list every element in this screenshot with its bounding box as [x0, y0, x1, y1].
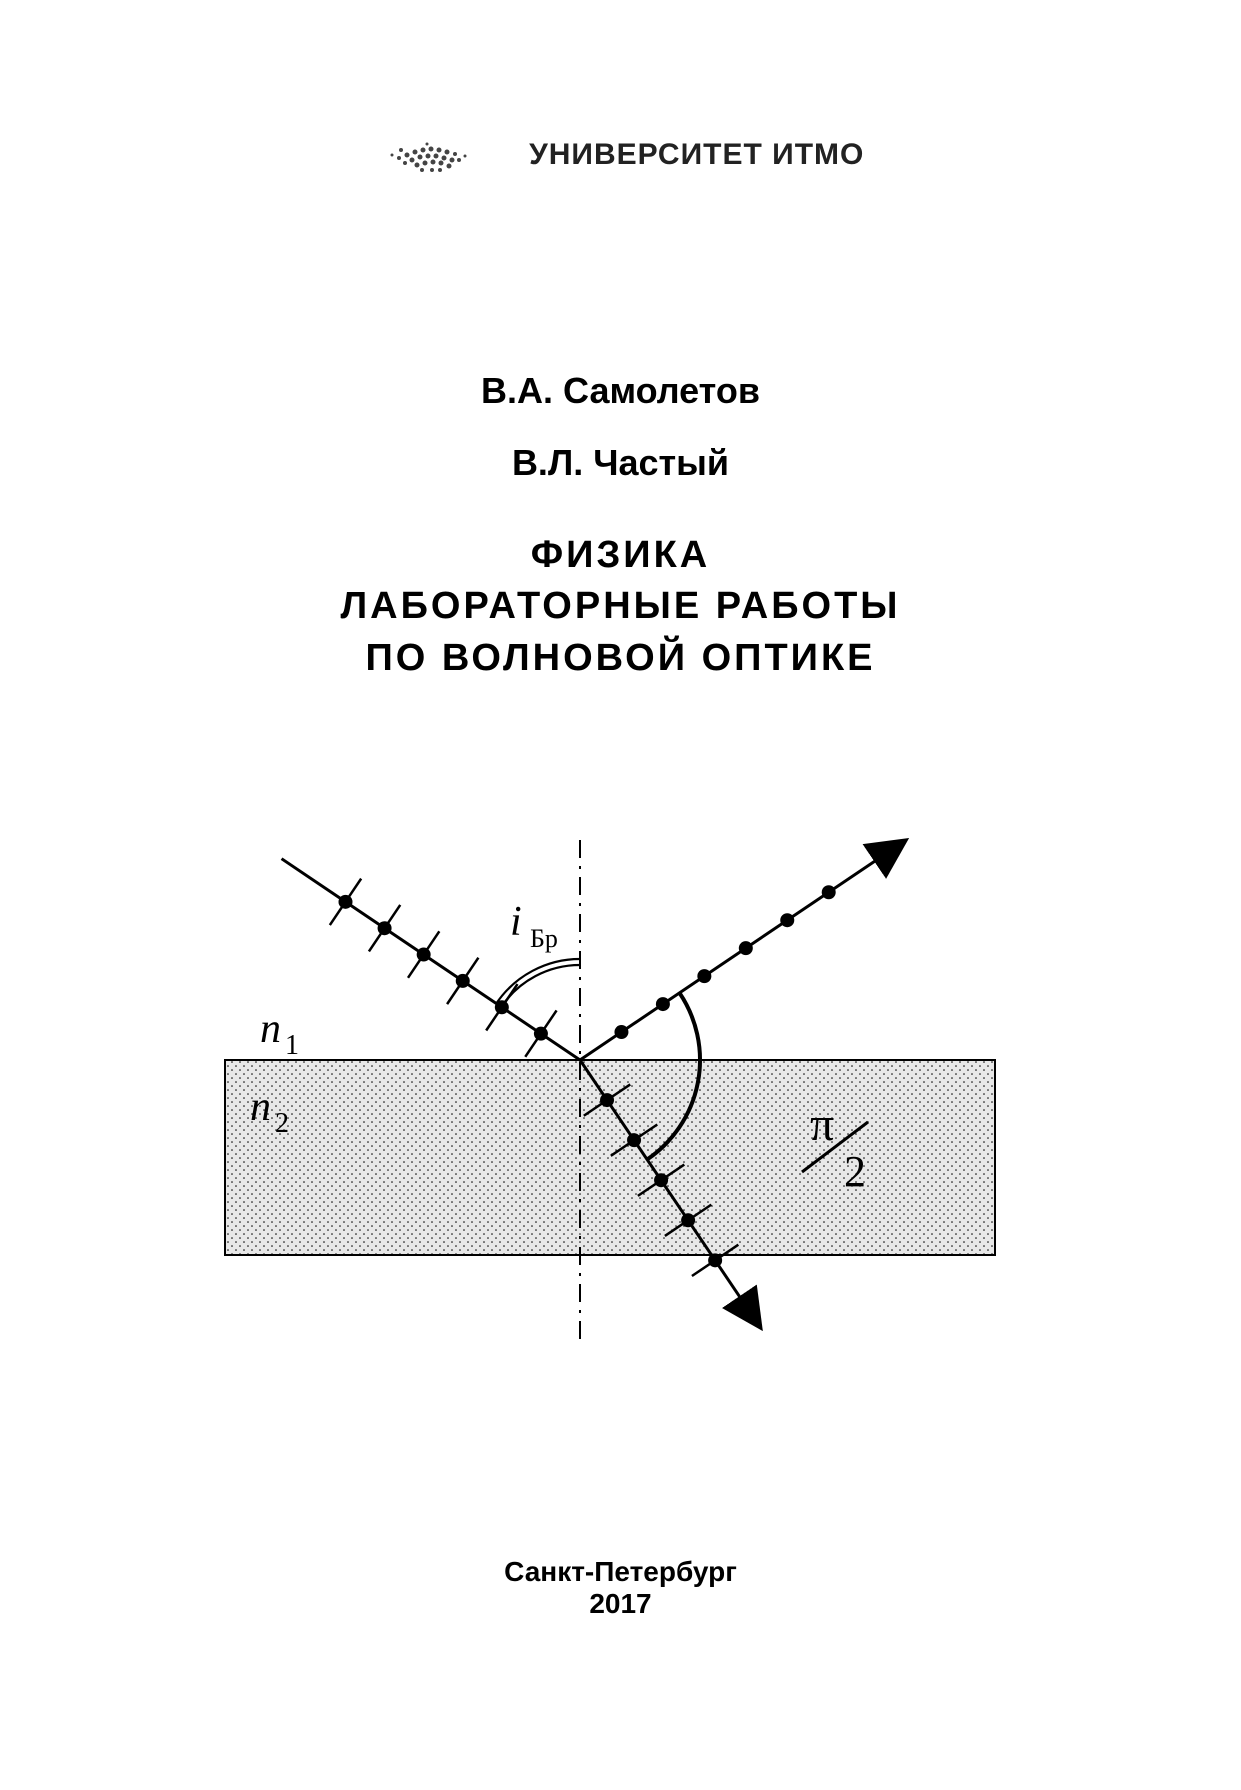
svg-text:n: n — [250, 1084, 271, 1130]
title-line-3: ПО ВОЛНОВОЙ ОПТИКЕ — [0, 633, 1241, 684]
page: УНИВЕРСИТЕТ ИТМО В.А. Самолетов В.Л. Час… — [0, 0, 1241, 1790]
title-block: ФИЗИКА ЛАБОРАТОРНЫЕ РАБОТЫ ПО ВОЛНОВОЙ О… — [0, 530, 1241, 684]
footer-year: 2017 — [0, 1588, 1241, 1620]
svg-text:π: π — [810, 1098, 834, 1151]
svg-text:2: 2 — [844, 1147, 866, 1196]
footer-city: Санкт-Петербург — [0, 1556, 1241, 1588]
brewster-diagram: iБрn1n2π2 — [210, 800, 1030, 1360]
svg-text:i: i — [510, 899, 522, 945]
author-2: В.Л. Частый — [0, 442, 1241, 484]
svg-text:1: 1 — [285, 1030, 299, 1061]
institution-header: УНИВЕРСИТЕТ ИТМО — [0, 130, 1241, 180]
svg-text:Бр: Бр — [530, 924, 558, 953]
svg-text:n: n — [260, 1006, 281, 1052]
svg-text:2: 2 — [275, 1108, 289, 1139]
institution-name: УНИВЕРСИТЕТ ИТМО — [529, 138, 864, 172]
title-line-2: ЛАБОРАТОРНЫЕ РАБОТЫ — [0, 581, 1241, 632]
footer-block: Санкт-Петербург 2017 — [0, 1556, 1241, 1620]
itmo-dots-logo — [377, 130, 507, 180]
title-line-1: ФИЗИКА — [0, 530, 1241, 581]
authors-block: В.А. Самолетов В.Л. Частый — [0, 370, 1241, 484]
author-1: В.А. Самолетов — [0, 370, 1241, 412]
